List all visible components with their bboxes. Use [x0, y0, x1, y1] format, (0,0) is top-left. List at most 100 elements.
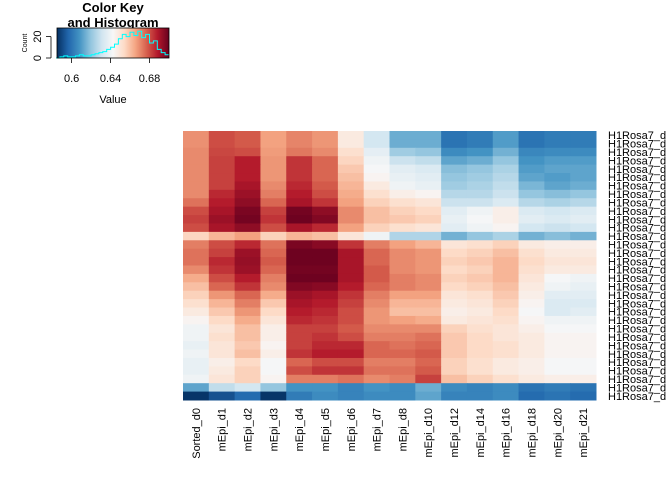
heatmap-cell	[389, 332, 416, 342]
heatmap-cell	[466, 341, 494, 351]
row-label: H1Rosa7_d	[608, 273, 666, 285]
heatmap-cell	[466, 332, 494, 342]
heatmap-cell	[312, 198, 339, 208]
heatmap-cell	[260, 383, 287, 393]
heatmap-cell	[518, 156, 545, 166]
heatmap-cell	[570, 357, 597, 367]
heatmap-cell	[363, 223, 390, 233]
heatmap-cell	[492, 257, 520, 266]
heatmap-cell	[363, 273, 390, 283]
heatmap-cell	[570, 273, 597, 283]
heatmap-cell	[544, 349, 571, 359]
heatmap-cell	[234, 341, 261, 351]
heatmap-cell	[312, 383, 339, 393]
heatmap-cell	[183, 231, 210, 241]
color-key-frame	[56, 27, 170, 59]
heatmap-cell	[183, 374, 210, 384]
heatmap-cell	[183, 156, 210, 166]
row-label: H1Rosa7_d	[608, 332, 666, 344]
heatmap-cell	[286, 383, 313, 393]
heatmap-cell	[312, 223, 339, 233]
row-label: H1Rosa7_d	[608, 189, 666, 201]
heatmap-cell	[234, 139, 261, 149]
heatmap-cell	[389, 240, 416, 250]
heatmap-cell	[518, 324, 545, 334]
heatmap-cell	[260, 366, 287, 376]
color-key-xlabel: Value	[99, 94, 126, 106]
heatmap-cell	[415, 315, 442, 325]
heatmap-cell	[544, 273, 571, 283]
heatmap-cell	[363, 383, 390, 393]
heatmap-cell	[312, 290, 339, 300]
column-label: mEpi_d20	[552, 408, 564, 458]
heatmap-cell	[441, 164, 468, 174]
heatmap-cell	[286, 164, 313, 174]
heatmap-cell	[183, 164, 210, 174]
row-label: H1Rosa7_d	[608, 366, 666, 378]
heatmap-cell	[260, 240, 287, 250]
heatmap-cell	[518, 349, 545, 359]
heatmap-cell	[286, 131, 313, 140]
heatmap-cell	[234, 315, 261, 325]
heatmap-cell	[208, 265, 236, 275]
heatmap-cell	[337, 332, 365, 342]
heatmap-cell	[441, 198, 468, 208]
heatmap-cell	[492, 391, 520, 401]
heatmap-cell	[312, 240, 339, 250]
color-key-x-axis: 0.6 0.64 0.68	[64, 58, 160, 85]
heatmap-cell	[337, 366, 365, 376]
heatmap-cell	[544, 198, 571, 208]
heatmap-cell	[183, 282, 210, 292]
heatmap-cell	[518, 223, 545, 233]
heatmap-cell	[337, 139, 365, 149]
heatmap-cell	[492, 206, 520, 216]
heatmap-cell	[312, 248, 339, 258]
heatmap-cell	[415, 147, 442, 157]
heatmap-cell	[544, 307, 571, 317]
heatmap-cell	[337, 315, 365, 325]
heatmap-cell	[518, 341, 545, 351]
heatmap-cell	[286, 173, 313, 182]
heatmap-cell	[518, 131, 545, 140]
heatmap-cell	[518, 240, 545, 250]
heatmap-cell	[363, 206, 390, 216]
heatmap-cell	[389, 231, 416, 241]
heatmap-cell	[441, 290, 468, 300]
heatmap-cell	[312, 147, 339, 157]
heatmap-cell	[544, 147, 571, 157]
heatmap-cell	[183, 290, 210, 300]
heatmap-cell	[544, 139, 571, 149]
heatmap-cell	[570, 139, 597, 149]
column-label: mEpi_d8	[397, 408, 409, 451]
row-label: H1Rosa7_d	[608, 256, 666, 268]
heatmap-cell	[208, 198, 236, 208]
heatmap-cell	[466, 215, 494, 224]
heatmap-cell	[466, 131, 494, 140]
heatmap-cell	[312, 265, 339, 275]
row-label: H1Rosa7_d	[608, 349, 666, 361]
heatmap-cell	[363, 290, 390, 300]
heatmap-cell	[363, 332, 390, 342]
heatmap-cell	[518, 366, 545, 376]
heatmap-cell	[234, 215, 261, 224]
heatmap-cell	[260, 131, 287, 140]
heatmap-cell	[260, 374, 287, 384]
heatmap-cell	[208, 282, 236, 292]
heatmap-cell	[312, 332, 339, 342]
heatmap-cell	[570, 349, 597, 359]
heatmap-cell	[260, 215, 287, 224]
row-label: H1Rosa7_d	[608, 206, 666, 218]
heatmap-cell	[312, 299, 339, 309]
heatmap-cell	[389, 391, 416, 401]
heatmap-cell	[492, 383, 520, 393]
heatmap-cell	[208, 215, 236, 224]
heatmap-cell	[183, 366, 210, 376]
heatmap-cell	[518, 299, 545, 309]
heatmap-cell	[466, 206, 494, 216]
heatmap-cell	[544, 131, 571, 140]
row-label: H1Rosa7_d	[608, 139, 666, 151]
heatmap-cell	[183, 391, 210, 401]
heatmap-cell	[466, 248, 494, 258]
heatmap-cell	[183, 181, 210, 191]
heatmap-cell	[286, 147, 313, 157]
